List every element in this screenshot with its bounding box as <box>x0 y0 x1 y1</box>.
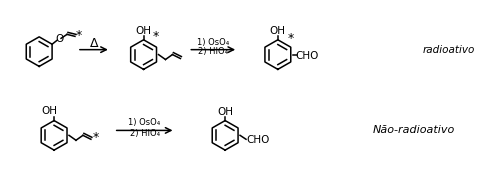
Text: Não-radioativo: Não-radioativo <box>373 125 455 135</box>
Text: OH: OH <box>136 26 152 36</box>
Text: OH: OH <box>270 26 286 36</box>
Text: *: * <box>152 30 158 43</box>
Text: 1) OsO₄: 1) OsO₄ <box>197 38 230 47</box>
Text: CHO: CHO <box>246 135 270 145</box>
Text: OH: OH <box>41 106 57 116</box>
Text: radioativo: radioativo <box>422 45 475 55</box>
Text: 2) HIO₄: 2) HIO₄ <box>198 47 228 56</box>
Text: OH: OH <box>217 107 233 117</box>
Text: *: * <box>92 131 99 144</box>
Text: 2) HIO₄: 2) HIO₄ <box>130 129 160 138</box>
Text: Δ: Δ <box>90 37 98 50</box>
Text: *: * <box>288 32 294 45</box>
Text: CHO: CHO <box>295 51 318 61</box>
Text: 1) OsO₄: 1) OsO₄ <box>128 118 160 127</box>
Text: *: * <box>76 29 82 42</box>
Text: O: O <box>55 34 63 44</box>
